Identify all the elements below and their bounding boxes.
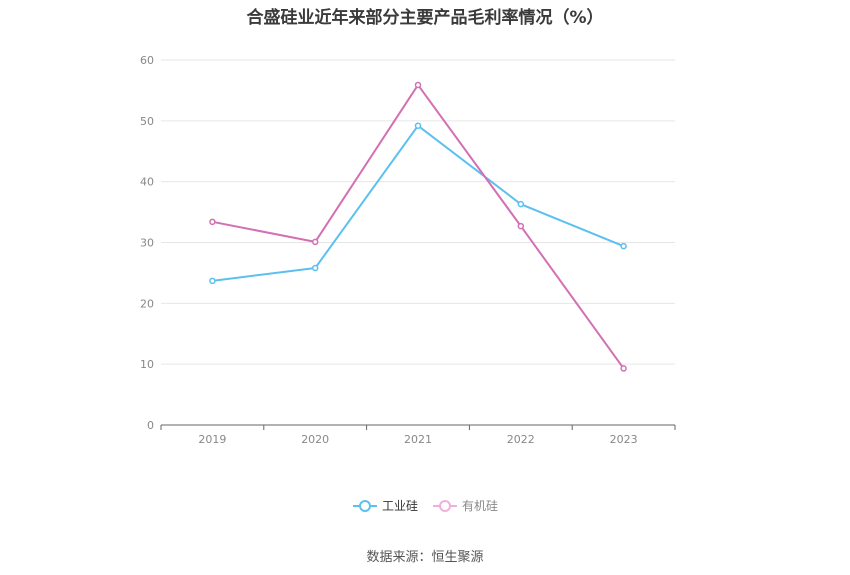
data-point-1[interactable] bbox=[414, 81, 422, 89]
x-tick-label: 2021 bbox=[404, 433, 432, 446]
y-tick-label: 20 bbox=[140, 297, 154, 310]
x-tick-label: 2022 bbox=[507, 433, 535, 446]
data-source: 数据来源：恒生聚源 bbox=[366, 550, 484, 565]
legend: 工业硅 有机硅 bbox=[0, 497, 850, 514]
y-tick-label: 40 bbox=[140, 176, 154, 189]
data-point-0[interactable] bbox=[414, 122, 422, 129]
series-group bbox=[209, 81, 627, 372]
y-tick-label: 50 bbox=[140, 115, 154, 128]
data-point-1[interactable] bbox=[311, 238, 319, 246]
gridlines bbox=[161, 59, 675, 365]
data-point-1[interactable] bbox=[209, 218, 216, 226]
line-chart: 0 10 20 30 40 50 60 2019 2020 2021 2022 2023 bbox=[140, 54, 676, 446]
chart-title: 合盛硅业近年来部分主要产品毛利率情况（%） bbox=[246, 8, 604, 28]
data-point-0[interactable] bbox=[209, 277, 216, 285]
legend-item-industrial-silicon[interactable]: 工业硅 bbox=[352, 497, 418, 514]
series-line-0 bbox=[212, 124, 624, 282]
x-tick-label: 2023 bbox=[610, 433, 638, 446]
data-point-1[interactable] bbox=[620, 365, 627, 372]
legend-marker-industrial-silicon bbox=[352, 499, 377, 512]
x-tick-label: 2020 bbox=[301, 433, 329, 446]
data-point-0[interactable] bbox=[311, 264, 319, 272]
y-axis: 0 10 20 30 40 50 60 bbox=[140, 54, 154, 432]
y-tick-label: 0 bbox=[147, 419, 154, 432]
data-point-0[interactable] bbox=[620, 242, 627, 250]
legend-item-organic-silicon[interactable]: 有机硅 bbox=[432, 497, 498, 514]
legend-label-industrial-silicon: 工业硅 bbox=[381, 499, 418, 513]
y-tick-label: 30 bbox=[140, 237, 154, 250]
x-axis: 2019 2020 2021 2022 2023 bbox=[160, 424, 676, 446]
data-point-1[interactable] bbox=[517, 222, 525, 230]
x-tick-label: 2019 bbox=[198, 433, 226, 446]
legend-marker-organic-silicon bbox=[433, 499, 457, 512]
legend-label-organic-silicon: 有机硅 bbox=[462, 499, 499, 513]
y-tick-label: 10 bbox=[140, 358, 154, 371]
y-tick-label: 60 bbox=[140, 54, 154, 67]
data-point-0[interactable] bbox=[517, 200, 525, 208]
